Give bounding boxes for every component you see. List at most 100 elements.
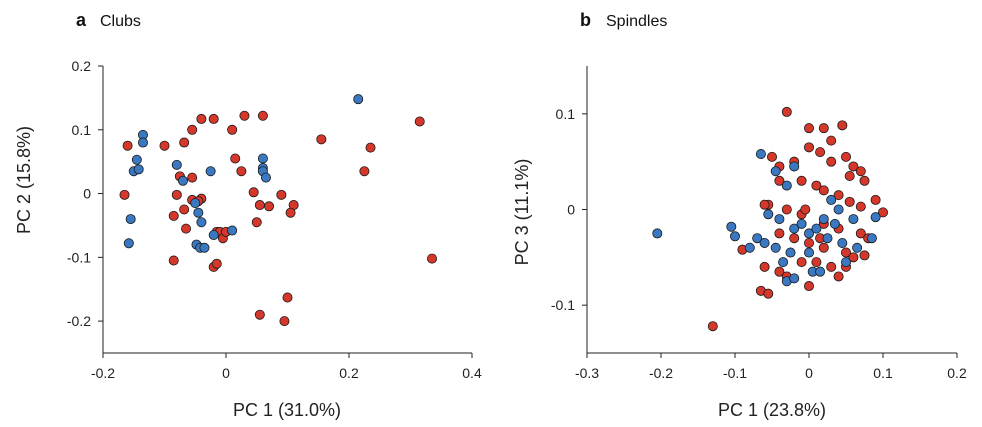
panel-b-title: Spindles (606, 13, 667, 30)
data-point-blue (774, 214, 785, 225)
data-point-red (282, 292, 293, 303)
data-point-blue (744, 242, 755, 253)
data-point-red (196, 113, 207, 124)
data-point-blue (818, 214, 829, 225)
data-point-blue (781, 180, 792, 191)
data-point-blue (833, 204, 844, 215)
data-point-red (254, 200, 265, 211)
data-point-red (841, 151, 852, 162)
data-point-blue (789, 273, 800, 284)
panel-b-x-label: PC 1 (23.8%) (718, 400, 826, 420)
data-point-red (767, 151, 778, 162)
panel-b-letter: b (580, 10, 591, 30)
data-point-red (257, 110, 268, 121)
data-point-blue (866, 233, 877, 244)
y-tick-label: 0 (83, 186, 91, 202)
data-point-red (848, 252, 859, 263)
data-point-red (211, 258, 222, 269)
x-tick-label: -0.2 (649, 365, 673, 381)
data-point-red (759, 199, 770, 210)
data-point-blue (759, 237, 770, 248)
x-tick-label: -0.1 (723, 365, 747, 381)
data-point-red (804, 123, 815, 134)
data-point-red (264, 201, 275, 212)
data-point-red (707, 321, 718, 332)
data-point-red (122, 140, 133, 151)
data-point-red (833, 190, 844, 201)
data-point-red (833, 271, 844, 282)
data-point-blue (822, 233, 833, 244)
data-point-blue (208, 230, 219, 241)
data-point-blue (852, 242, 863, 253)
data-point-red (855, 201, 866, 212)
data-point-red (818, 123, 829, 134)
y-tick-label: -0.1 (551, 297, 575, 313)
data-point-red (414, 116, 425, 127)
data-point-blue (196, 217, 207, 228)
panel-a-y-ticks: -0.2 -0.1 0 0.1 0.2 (67, 58, 103, 329)
data-point-blue (785, 247, 796, 258)
x-tick-label: 0 (805, 365, 813, 381)
data-point-red (171, 189, 182, 200)
data-point-blue (730, 231, 741, 242)
panel-a-points (119, 94, 438, 327)
y-tick-label: 0.2 (72, 58, 92, 74)
data-point-blue (837, 237, 848, 248)
data-point-red (181, 223, 192, 234)
data-point-red (859, 250, 870, 261)
data-point-red (818, 185, 829, 196)
data-point-blue (205, 166, 216, 177)
data-point-blue (841, 257, 852, 268)
data-point-blue (829, 218, 840, 229)
data-point-blue (125, 214, 136, 225)
data-point-red (800, 204, 811, 215)
data-point-red (254, 309, 265, 320)
panel-b-points (652, 106, 889, 332)
data-point-blue (260, 172, 271, 183)
data-point-red (789, 233, 800, 244)
y-tick-label: -0.2 (67, 313, 91, 329)
data-point-red (168, 255, 179, 266)
data-point-blue (353, 94, 364, 105)
data-point-blue (804, 247, 815, 258)
data-point-red (179, 137, 190, 148)
data-point-blue (726, 221, 737, 232)
data-point-red (239, 110, 250, 121)
data-point-red (781, 106, 792, 117)
data-point-blue (826, 194, 837, 205)
data-point-blue (227, 225, 238, 236)
data-point-blue (652, 228, 663, 239)
data-point-blue (193, 207, 204, 218)
data-point-red (119, 189, 130, 200)
panel-b-spindles: b Spindles -0.3 -0.2 -0.1 0 0.1 0.2 -0.100.1 … (512, 10, 967, 420)
data-point-red (804, 142, 815, 153)
data-point-blue (137, 137, 148, 148)
data-point-red (774, 266, 785, 277)
data-point-red (826, 135, 837, 146)
data-point-red (236, 166, 247, 177)
data-point-red (826, 156, 837, 167)
data-point-blue (789, 223, 800, 234)
data-point-red (818, 242, 829, 253)
data-point-red (826, 261, 837, 272)
data-point-red (811, 257, 822, 268)
data-point-blue (133, 164, 144, 175)
data-point-blue (123, 238, 134, 249)
data-point-red (187, 172, 198, 183)
data-point-red (316, 134, 327, 145)
data-point-red (855, 166, 866, 177)
data-point-blue (763, 209, 774, 220)
y-tick-label: 0 (567, 202, 575, 218)
panel-a-clubs: a Clubs -0.2 0 0.2 0.4 -0.2 -0.1 0 0.1 0.2 PC 1… (14, 10, 482, 420)
data-point-red (855, 228, 866, 239)
data-point-red (870, 194, 881, 205)
data-point-red (796, 175, 807, 186)
data-point-red (168, 210, 179, 221)
data-point-red (359, 166, 370, 177)
data-point-red (763, 288, 774, 299)
data-point-red (774, 175, 785, 186)
panel-b-x-ticks: -0.3 -0.2 -0.1 0 0.1 0.2 (575, 353, 967, 381)
data-point-blue (815, 266, 826, 277)
data-point-red (285, 207, 296, 218)
x-tick-label: 0.2 (947, 365, 967, 381)
